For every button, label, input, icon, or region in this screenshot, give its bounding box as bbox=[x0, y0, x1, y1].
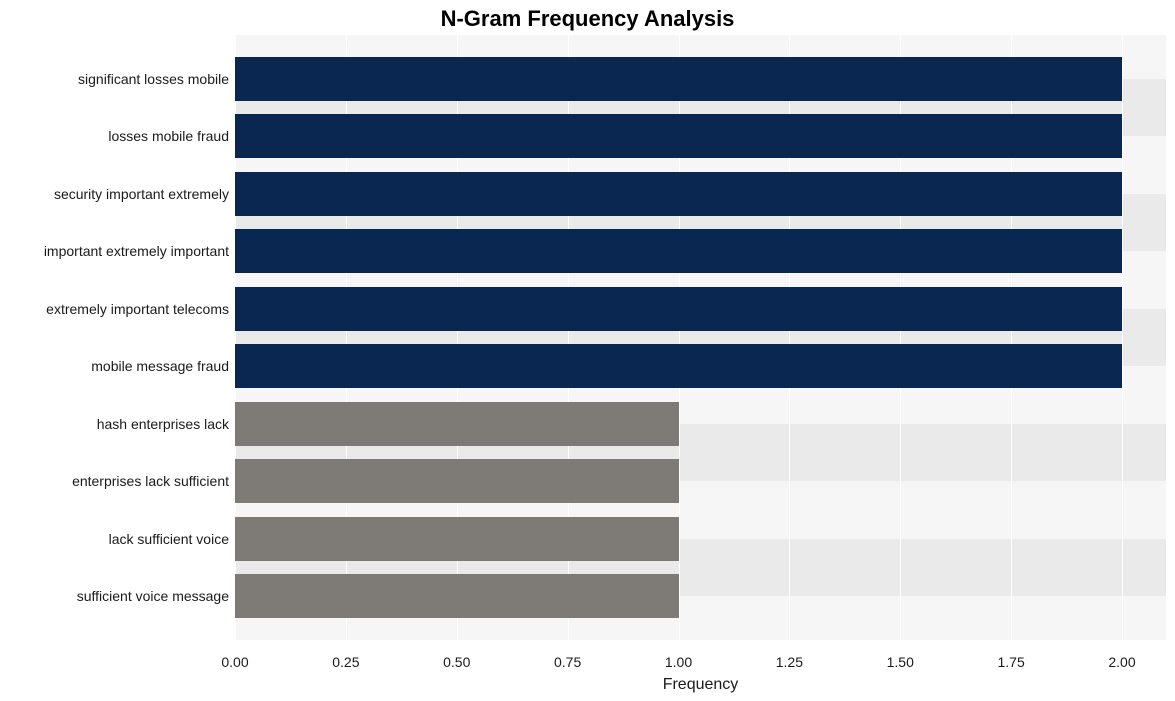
bar bbox=[235, 114, 1122, 158]
x-axis-tick: 1.75 bbox=[998, 654, 1025, 670]
bar-row bbox=[235, 229, 1122, 273]
plot-area bbox=[235, 35, 1166, 640]
y-axis-label: important extremely important bbox=[44, 243, 229, 259]
x-axis-tick: 0.25 bbox=[332, 654, 359, 670]
chart-container: N-Gram Frequency Analysis significant lo… bbox=[0, 0, 1175, 701]
bar-row bbox=[235, 57, 1122, 101]
y-axis-label: hash enterprises lack bbox=[97, 416, 229, 432]
y-axis-label: mobile message fraud bbox=[91, 358, 229, 374]
x-axis-tick: 1.25 bbox=[776, 654, 803, 670]
y-axis-label: significant losses mobile bbox=[78, 71, 229, 87]
chart-title: N-Gram Frequency Analysis bbox=[0, 6, 1175, 34]
bar-row bbox=[235, 574, 679, 618]
x-axis-tick: 1.50 bbox=[887, 654, 914, 670]
bar bbox=[235, 459, 679, 503]
bar bbox=[235, 344, 1122, 388]
x-axis-tick: 1.00 bbox=[665, 654, 692, 670]
bar bbox=[235, 574, 679, 618]
bar bbox=[235, 172, 1122, 216]
y-axis-label: sufficient voice message bbox=[77, 588, 229, 604]
bar bbox=[235, 402, 679, 446]
bar-row bbox=[235, 114, 1122, 158]
bar-row bbox=[235, 402, 679, 446]
bar-row bbox=[235, 172, 1122, 216]
bar bbox=[235, 517, 679, 561]
y-axis-label: extremely important telecoms bbox=[46, 301, 229, 317]
y-axis-label: enterprises lack sufficient bbox=[72, 473, 229, 489]
bar bbox=[235, 229, 1122, 273]
y-axis-label: losses mobile fraud bbox=[108, 128, 229, 144]
bar-row bbox=[235, 287, 1122, 331]
y-axis-label: security important extremely bbox=[54, 186, 229, 202]
x-axis-tick: 0.75 bbox=[554, 654, 581, 670]
x-axis-tick: 0.00 bbox=[221, 654, 248, 670]
bar bbox=[235, 287, 1122, 331]
bar bbox=[235, 57, 1122, 101]
x-axis-tick: 2.00 bbox=[1108, 654, 1135, 670]
x-axis-title: Frequency bbox=[663, 676, 739, 694]
bar-row bbox=[235, 344, 1122, 388]
gridline bbox=[1122, 35, 1123, 640]
bar-row bbox=[235, 459, 679, 503]
y-axis-label: lack sufficient voice bbox=[109, 531, 229, 547]
x-axis-tick: 0.50 bbox=[443, 654, 470, 670]
bar-row bbox=[235, 517, 679, 561]
